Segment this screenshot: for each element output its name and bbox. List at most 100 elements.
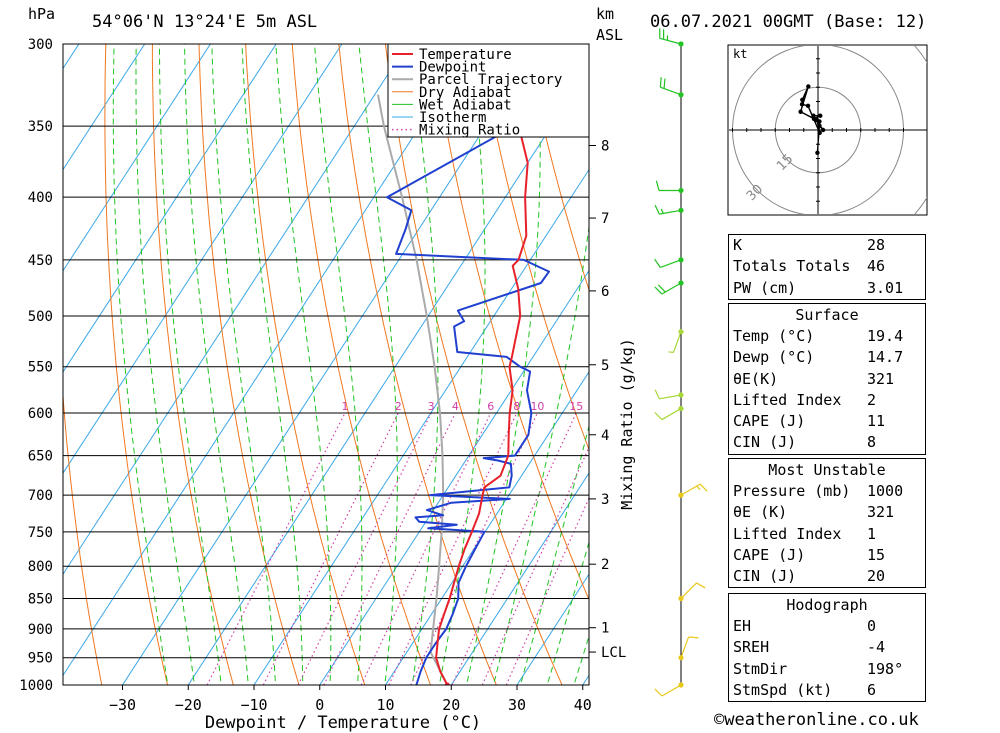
pressure-tick-label: 700	[28, 488, 53, 504]
isotherm-line	[253, 168, 589, 685]
wet-adiabat-line	[358, 44, 398, 685]
credit-text: ©weatheronline.co.uk	[714, 710, 919, 730]
surface-li-row: Lifted Index 2	[729, 390, 925, 411]
mu-pressure-row: Pressure (mb) 1000	[729, 481, 925, 502]
x-axis-label: Dewpoint / Temperature (°C)	[205, 713, 481, 733]
temp-tick-label: 20	[442, 696, 460, 714]
surface-cape-row: CAPE (J) 11	[729, 411, 925, 432]
temperature-line	[435, 44, 529, 685]
mixing-ratio-label: 4	[452, 400, 459, 413]
wind-barb-shaft	[672, 331, 682, 353]
legend-entry: Mixing Ratio	[419, 123, 520, 139]
mu-cape-label: CAPE (J)	[733, 545, 806, 564]
wind-barb-flag	[660, 208, 664, 214]
pressure-tick-label: 350	[28, 119, 53, 135]
km-unit-label: km	[596, 5, 615, 23]
wind-barb-shaft	[659, 394, 682, 400]
pressure-tick-label: 1000	[19, 678, 53, 694]
sreh-value: -4	[867, 638, 886, 657]
wind-barb-flag	[654, 412, 663, 421]
hodograph-point	[817, 130, 822, 136]
mu-li-label: Lifted Index	[733, 524, 842, 543]
surface-cin-value: 8	[867, 433, 877, 452]
stmspd-value: 6	[867, 680, 877, 699]
wind-barb-flag	[654, 389, 660, 400]
dry-adiabat-line	[198, 44, 300, 685]
surface-cape-label: CAPE (J)	[733, 412, 806, 431]
km-tick-label: 8	[601, 138, 609, 154]
mixing-ratio-label: 8	[513, 400, 520, 413]
hodograph-point	[800, 97, 805, 102]
km-tick-label: 3	[601, 492, 609, 508]
stmdir-row: StmDir 198°	[729, 659, 925, 680]
wind-barb-flag	[657, 284, 666, 293]
surface-table: Surface Temp (°C) 19.4 Dewp (°C) 14.7 θE(K…	[728, 303, 926, 455]
wet-adiabat-line	[211, 44, 277, 685]
wet-adiabat-line	[112, 44, 169, 685]
pw-label: PW (cm)	[733, 278, 797, 297]
wet-adiabat-line	[159, 44, 222, 685]
km-tick-label: 5	[601, 358, 609, 374]
mixing-ratio-label: 20	[598, 400, 612, 413]
mixing-ratio-line	[451, 412, 577, 685]
k-index-row: K 28	[729, 235, 925, 256]
wet-adiabat-line	[573, 634, 589, 685]
hodograph-point	[799, 102, 805, 107]
surface-dewp-label: Dewp (°C)	[733, 348, 815, 367]
most-unstable-table: Most Unstable Pressure (mb) 1000 θE (K) 32…	[728, 458, 926, 589]
mu-cin-row: CIN (J) 20	[729, 566, 925, 587]
wind-barb-shaft	[659, 37, 682, 45]
km-tick-label: 1	[601, 621, 609, 637]
mixing-ratio-label: 1	[341, 400, 348, 413]
wind-barb-flag	[654, 286, 663, 295]
wind-barb-flag	[699, 483, 708, 492]
stmspd-row: StmSpd (kt) 6	[729, 680, 925, 701]
dry-adiabat-line	[950, 0, 1000, 711]
dry-adiabat-line	[524, 44, 589, 292]
isotherm-line	[63, 44, 277, 373]
dry-adiabat-line	[245, 44, 366, 685]
k-value: 28	[867, 236, 886, 254]
mu-pressure-label: Pressure (mb)	[733, 482, 851, 500]
wind-level-dot	[678, 655, 684, 661]
sreh-row: SREH -4	[729, 637, 925, 658]
wind-barb-flag	[696, 485, 701, 491]
isobars: 300 350 400 450 500 550 600 650 700 750 800 850 900 9…	[19, 37, 589, 694]
hodograph-point	[818, 113, 823, 118]
mixing-ratio-label: 3	[428, 400, 435, 413]
pressure-tick-label: 600	[28, 406, 53, 422]
hodograph-table: Hodograph EH 0 SREH -4 StmDir 198° StmSpd (…	[728, 593, 926, 703]
wind-barb-flag	[696, 582, 706, 589]
wind-barb-flag	[688, 636, 699, 639]
hodograph-unit-label: kt	[733, 47, 747, 61]
eh-value: 0	[867, 617, 877, 635]
legend-box	[387, 43, 590, 138]
pressure-tick-label: 750	[28, 525, 53, 541]
wet-adiabat-line	[241, 44, 304, 685]
dry-adiabat-line	[478, 44, 589, 451]
temp-tick-label: −10	[240, 696, 267, 714]
eh-row: EH 0	[729, 616, 925, 637]
mu-cin-value: 20	[867, 567, 886, 586]
dry-adiabat-line	[151, 44, 234, 685]
wet-adiabat-line	[184, 44, 249, 685]
legend-entry: Dry Adiabat	[419, 85, 512, 101]
wind-barb-flag	[663, 78, 666, 89]
mixing-ratio-label: 10	[530, 400, 544, 413]
mixing-ratio-label: 15	[569, 400, 583, 413]
totals-row: Totals Totals 46	[729, 256, 925, 277]
wind-barb-shaft	[660, 259, 682, 268]
surface-temp-row: Temp (°C) 19.4	[729, 326, 925, 347]
wind-barb-shaft	[680, 483, 701, 496]
wind-barb-shaft	[661, 684, 682, 697]
totals-label: Totals Totals	[733, 257, 851, 276]
asl-unit-label: ASL	[596, 26, 624, 44]
legend-entry: Dewpoint	[419, 60, 486, 76]
wind-barb-shaft	[661, 408, 682, 421]
eh-label: EH	[733, 617, 752, 635]
isotherm-line	[319, 269, 589, 685]
surface-title: Surface	[795, 306, 859, 324]
mu-cin-label: CIN (J)	[733, 567, 797, 586]
